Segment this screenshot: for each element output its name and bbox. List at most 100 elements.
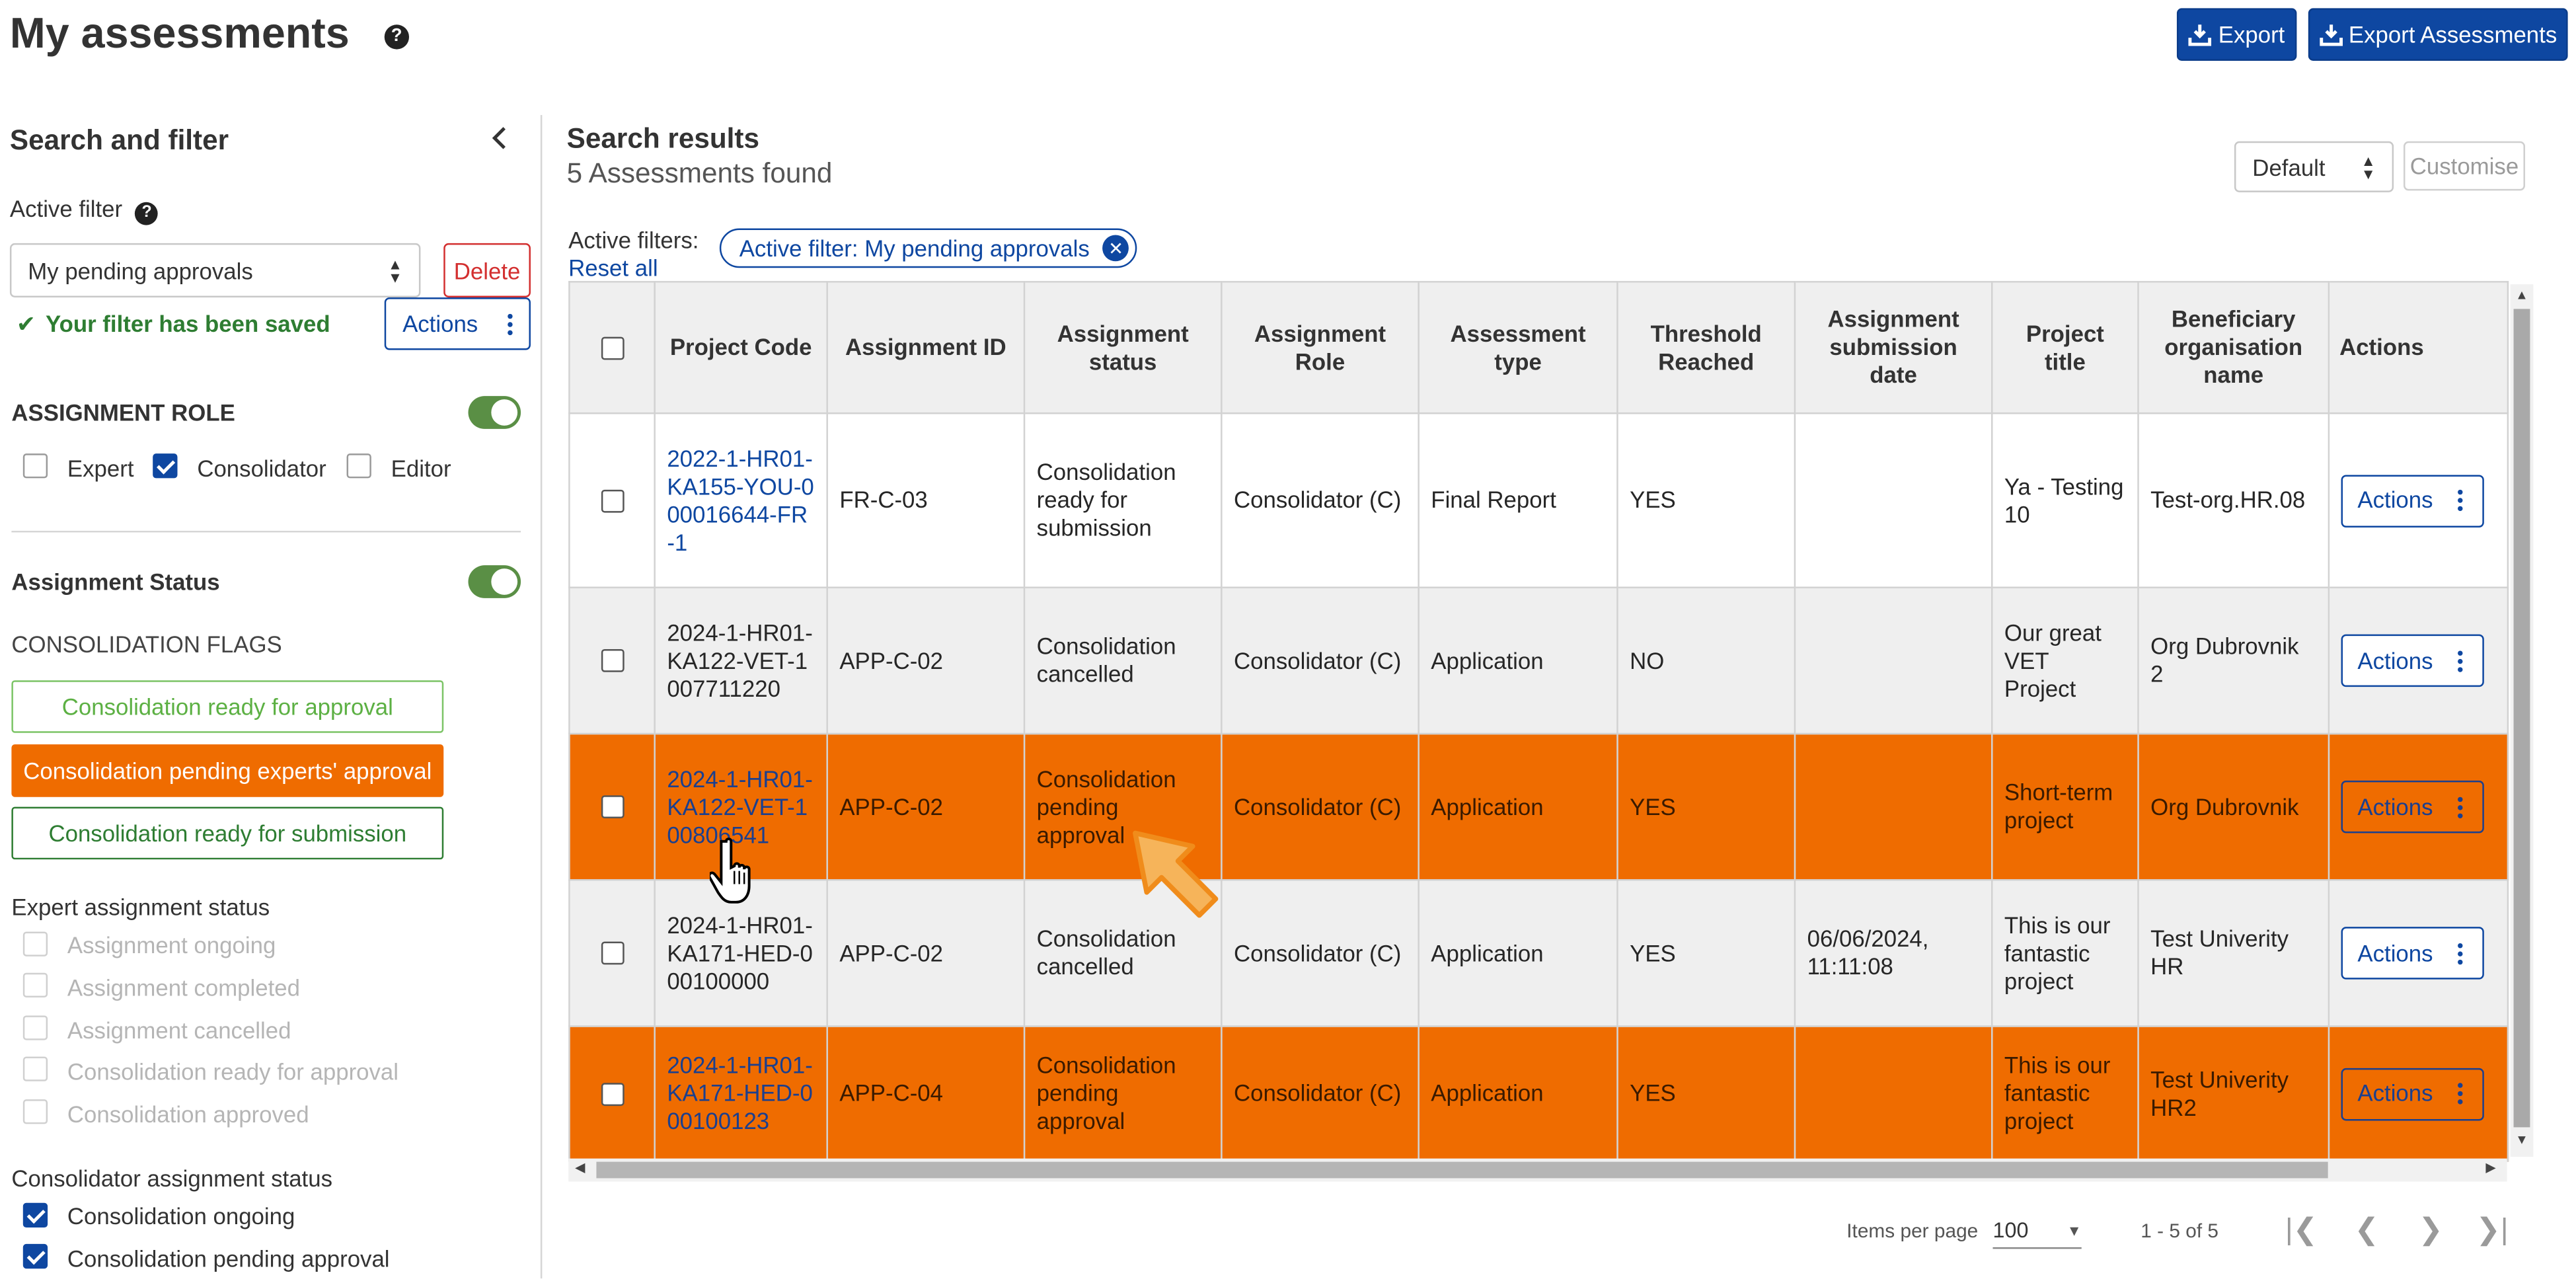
view-select[interactable]: Default ▲ ▼ (2234, 141, 2394, 192)
prev-page-icon[interactable]: ❮ (2354, 1212, 2379, 1246)
export-button[interactable]: Export (2176, 8, 2297, 61)
active-filter-select[interactable]: My pending approvals ▲ ▼ (9, 243, 421, 297)
role-consolidator-checkbox[interactable] (153, 453, 178, 479)
consolidation-pending-checkbox[interactable] (22, 1243, 48, 1269)
project-code-text: 2024-1-HR01-KA171-HED-000100000 (667, 911, 813, 993)
project-title-cell: Our great VET Project (1991, 586, 2139, 735)
project-code-cell: 2024-1-HR01-KA122-VET-1007711220 (654, 586, 828, 735)
delete-filter-button[interactable]: Delete (443, 243, 531, 297)
column-header[interactable]: Threshold Reached (1616, 281, 1796, 414)
select-all-checkbox[interactable] (600, 336, 624, 360)
active-filter-value: My pending approvals (28, 257, 253, 284)
row-select-cell (568, 1025, 656, 1162)
items-per-page-value: 100 (1992, 1218, 2029, 1243)
assignment-role-toggle[interactable] (468, 396, 521, 429)
pagination-range: 1 - 5 of 5 (2140, 1219, 2219, 1243)
view-select-value: Default (2252, 153, 2326, 180)
row-actions-button[interactable]: Actions (2341, 1067, 2484, 1120)
flag-ready-for-submission[interactable]: Consolidation ready for submission (11, 806, 444, 860)
expert-ongoing-checkbox[interactable] (22, 931, 48, 956)
flag-ready-for-approval[interactable]: Consolidation ready for approval (11, 680, 444, 733)
flag-pending-experts-approval[interactable]: Consolidation pending experts' approval (11, 744, 444, 797)
column-header[interactable]: Beneficiary organisation name (2137, 281, 2330, 414)
expert-completed-label: Assignment completed (67, 974, 301, 1001)
filter-actions-button[interactable]: Actions (384, 297, 531, 350)
column-header: Actions (2328, 281, 2509, 414)
row-checkbox[interactable] (600, 795, 624, 819)
items-per-page-label: Items per page (1846, 1219, 1979, 1243)
column-header[interactable]: Project Code (654, 281, 828, 414)
column-header[interactable]: Assignment ID (826, 281, 1026, 414)
download-icon (2319, 24, 2342, 46)
role-cell: Consolidator (C) (1221, 1025, 1420, 1162)
items-per-page-select[interactable]: 100 ▼ (1992, 1213, 2082, 1249)
assignment-status-heading: Assignment Status (11, 568, 220, 595)
project-code-link[interactable]: 2022-1-HR01-KA155-YOU-000016644-FR-1 (667, 444, 814, 555)
consolidation-ongoing-checkbox[interactable] (22, 1202, 48, 1228)
row-actions-button[interactable]: Actions (2341, 927, 2484, 980)
export-assessments-button[interactable]: Export Assessments (2308, 8, 2568, 61)
help-icon[interactable]: ? (384, 24, 409, 49)
customise-button[interactable]: Customise (2404, 141, 2525, 191)
role-expert-checkbox[interactable] (22, 453, 48, 479)
first-page-icon[interactable]: |❮ (2285, 1212, 2318, 1246)
project-code-link[interactable]: 2024-1-HR01-KA122-VET-100806541 (667, 765, 813, 847)
type-cell: Application (1418, 732, 1618, 881)
close-circle-icon[interactable]: ✕ (1102, 235, 1129, 262)
expert-ready-approval-checkbox[interactable] (22, 1056, 48, 1081)
scroll-up-arrow-icon[interactable]: ▲ (2515, 288, 2528, 303)
actions-cell: Actions (2328, 586, 2509, 735)
row-checkbox[interactable] (600, 1082, 624, 1105)
column-header[interactable]: Assignment submission date (1794, 281, 1993, 414)
assignment-id-cell: APP-C-02 (826, 732, 1026, 881)
column-header[interactable]: Assignment Role (1221, 281, 1420, 414)
kebab-menu-icon (2458, 650, 2463, 672)
last-page-icon[interactable]: ❯| (2476, 1212, 2509, 1246)
row-actions-label: Actions (2357, 793, 2433, 820)
expert-approved-checkbox[interactable] (22, 1099, 48, 1124)
kebab-menu-icon (2458, 942, 2463, 964)
expert-completed-checkbox[interactable] (22, 972, 48, 998)
organisation-cell: Test Univerity HR2 (2137, 1025, 2330, 1162)
project-code-link[interactable]: 2024-1-HR01-KA171-HED-000100123 (667, 1052, 813, 1134)
actions-cell: Actions (2328, 412, 2509, 588)
reset-all-link[interactable]: Reset all (568, 254, 658, 282)
results-title: Search results (566, 123, 759, 155)
next-page-icon[interactable]: ❯ (2418, 1212, 2443, 1246)
kebab-menu-icon (2458, 489, 2463, 512)
scroll-right-arrow-icon[interactable]: ▶ (2485, 1160, 2496, 1175)
row-checkbox[interactable] (600, 648, 624, 672)
project-code-cell: 2024-1-HR01-KA171-HED-000100000 (654, 879, 828, 1027)
row-actions-button[interactable]: Actions (2341, 474, 2484, 527)
row-actions-button[interactable]: Actions (2341, 634, 2484, 687)
table-vertical-scroll-thumb[interactable] (2513, 309, 2530, 1128)
actions-cell: Actions (2328, 732, 2509, 881)
role-editor-checkbox[interactable] (346, 453, 371, 479)
collapse-chevron-icon[interactable] (488, 125, 511, 151)
scroll-down-arrow-icon[interactable]: ▼ (2515, 1132, 2528, 1148)
table-horizontal-scroll-thumb[interactable] (596, 1161, 2328, 1179)
status-cell: Consolidation ready for submission (1023, 412, 1223, 588)
assignment-status-toggle[interactable] (468, 565, 521, 598)
column-header[interactable]: Project title (1991, 281, 2139, 414)
scroll-left-arrow-icon[interactable]: ◀ (575, 1160, 586, 1175)
column-header[interactable]: Assignment status (1023, 281, 1223, 414)
filter-actions-label: Actions (402, 310, 478, 337)
row-checkbox[interactable] (600, 941, 624, 965)
table-header-row: Project Code Assignment ID Assignment st… (568, 281, 2509, 414)
threshold-cell: YES (1616, 412, 1796, 588)
column-header[interactable]: Assessment type (1418, 281, 1618, 414)
project-title-cell: Short-term project (1991, 732, 2139, 881)
table-row: 2024-1-HR01-KA122-VET-1007711220 APP-C-0… (568, 586, 2509, 735)
expert-approved-label: Consolidation approved (67, 1101, 309, 1128)
row-actions-button[interactable]: Actions (2341, 780, 2484, 834)
expert-ongoing-label: Assignment ongoing (67, 931, 276, 958)
help-icon[interactable]: ? (135, 201, 159, 225)
submission-date-cell (1794, 412, 1993, 588)
consolidator-status-heading: Consolidator assignment status (11, 1165, 332, 1192)
expert-cancelled-checkbox[interactable] (22, 1015, 48, 1040)
row-checkbox[interactable] (600, 488, 624, 512)
project-code-cell: 2022-1-HR01-KA155-YOU-000016644-FR-1 (654, 412, 828, 588)
submission-date-cell (1794, 1025, 1993, 1162)
status-cell: Consolidation cancelled (1023, 586, 1223, 735)
